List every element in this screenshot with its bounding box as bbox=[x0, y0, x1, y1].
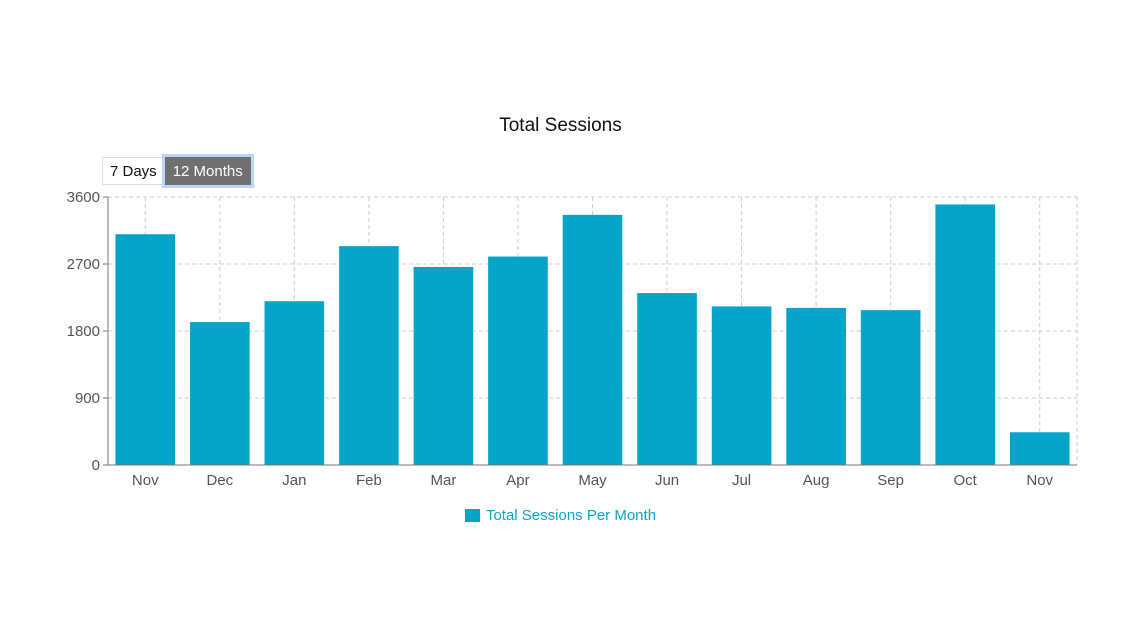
bar[interactable] bbox=[637, 293, 697, 465]
bar[interactable] bbox=[711, 306, 772, 465]
axes bbox=[103, 196, 1077, 466]
x-tick-label: Apr bbox=[506, 472, 529, 489]
range-12-months-button[interactable]: 12 Months bbox=[161, 154, 254, 188]
bar[interactable] bbox=[860, 310, 921, 465]
bar[interactable] bbox=[115, 234, 176, 465]
x-tick-label: Dec bbox=[206, 472, 233, 489]
y-tick-label: 900 bbox=[75, 390, 100, 407]
x-tick-label: Nov bbox=[132, 472, 159, 489]
bar[interactable] bbox=[935, 204, 996, 465]
x-tick-label: Mar bbox=[431, 472, 457, 489]
bar[interactable] bbox=[562, 214, 623, 465]
bar[interactable] bbox=[189, 322, 250, 465]
y-tick-label: 1800 bbox=[67, 323, 100, 340]
x-tick-label: Sep bbox=[877, 472, 904, 489]
x-tick-label: Feb bbox=[356, 472, 382, 489]
x-tick-label: Nov bbox=[1026, 472, 1053, 489]
y-tick-label: 2700 bbox=[67, 256, 100, 273]
bar[interactable] bbox=[786, 307, 846, 465]
chart-title: Total Sessions bbox=[499, 115, 622, 136]
x-tick-label: Jul bbox=[732, 472, 751, 489]
bar[interactable] bbox=[413, 266, 474, 465]
x-tick-label: Jan bbox=[282, 472, 306, 489]
legend-swatch bbox=[464, 509, 480, 522]
bars bbox=[115, 204, 1070, 465]
x-tick-label: Oct bbox=[954, 472, 978, 489]
bar[interactable] bbox=[339, 246, 399, 465]
range-7-days-button[interactable]: 7 Days bbox=[102, 157, 165, 185]
y-tick-label: 0 bbox=[92, 457, 100, 474]
legend[interactable]: Total Sessions Per Month bbox=[0, 507, 1121, 524]
x-tick-label: May bbox=[578, 472, 607, 489]
x-tick-label: Jun bbox=[655, 472, 679, 489]
bar[interactable] bbox=[488, 256, 548, 465]
y-tick-label: 3600 bbox=[67, 189, 100, 206]
bar[interactable] bbox=[264, 301, 325, 465]
range-toggle: 7 Days 12 Months bbox=[102, 154, 254, 188]
tick-labels: 0 900 1800 2700 3600 Nov Dec Jan Feb Mar Apr May Jun… bbox=[67, 189, 1054, 489]
legend-label: Total Sessions Per Month bbox=[485, 507, 657, 524]
x-tick-label: Aug bbox=[803, 472, 830, 489]
bar[interactable] bbox=[1009, 432, 1070, 465]
